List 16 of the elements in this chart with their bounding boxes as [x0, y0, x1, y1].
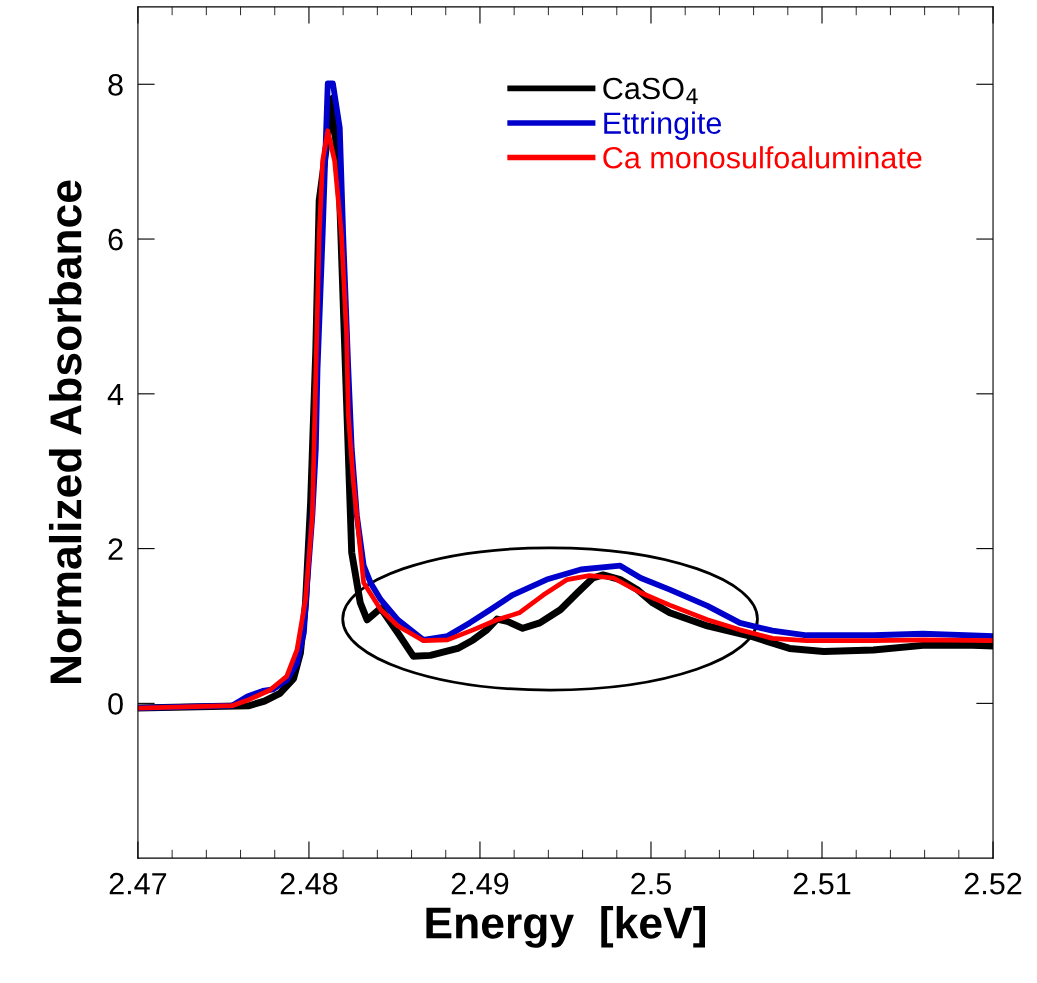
y-tick-label: 4 [107, 383, 124, 405]
x-tick-label: 2.52 [964, 872, 1022, 895]
x-tick-label: 2.49 [451, 872, 509, 895]
x-tick-label: 2.51 [793, 872, 851, 895]
legend-label: Ca monosulfoaluminate [603, 146, 922, 169]
x-tick-label: 2.48 [280, 872, 338, 895]
x-tick-label: 2.47 [109, 872, 167, 895]
y-tick-label: 0 [108, 693, 123, 715]
legend-label: Ettringite [604, 111, 722, 141]
x-tick-label: 2.5 [631, 872, 671, 895]
y-tick-label: 2 [108, 538, 123, 560]
x-axis-title: Energy [keV] [426, 906, 706, 948]
y-tick-label: 6 [108, 228, 123, 251]
y-axis-title: Normalized Absorbance [48, 180, 82, 684]
legend-label: CaSO$_{4}$ [603, 77, 698, 105]
y-tick-label: 8 [108, 74, 123, 96]
